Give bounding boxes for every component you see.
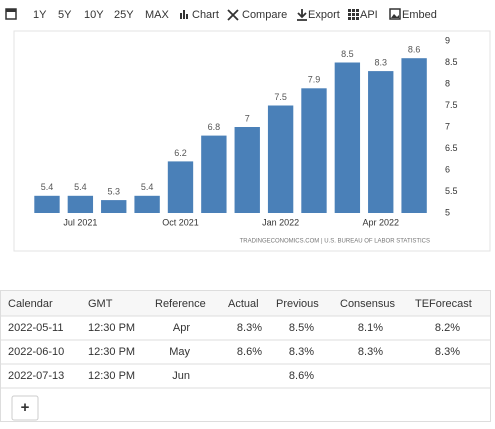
y-tick-label: 7 xyxy=(445,121,450,131)
table-cell: Jun xyxy=(172,370,190,382)
table-cell: 8.3% xyxy=(435,346,460,358)
y-tick-label: 6 xyxy=(445,164,450,174)
y-tick-label: 8 xyxy=(445,78,450,88)
table-cell: 8.3% xyxy=(289,346,314,358)
value-label: 8.5 xyxy=(341,49,354,59)
value-label: 8.6 xyxy=(408,45,421,55)
table-cell: 2022-05-11 xyxy=(8,322,63,334)
table-cell: 8.3% xyxy=(358,346,383,358)
y-tick-label: 6.5 xyxy=(445,143,458,153)
chart-icon xyxy=(186,14,188,19)
chart-icon xyxy=(183,10,185,19)
table-cell: 8.1% xyxy=(358,322,383,334)
bar xyxy=(401,58,427,214)
y-tick-label: 7.5 xyxy=(445,100,458,110)
calendar-icon-top xyxy=(6,9,16,12)
bar xyxy=(267,105,294,213)
y-tick-label: 9 xyxy=(445,35,450,45)
bar xyxy=(234,127,260,213)
table-header: Consensus xyxy=(340,298,396,310)
value-label: 5.4 xyxy=(74,182,87,192)
y-tick-label: 5 xyxy=(445,207,450,217)
value-label: 5.4 xyxy=(41,182,54,192)
table-cell: 2022-06-10 xyxy=(8,346,64,358)
compare-icon xyxy=(227,9,239,21)
table-header: Actual xyxy=(228,298,259,310)
x-tick-label: Oct 2021 xyxy=(162,217,199,227)
y-tick-label: 8.5 xyxy=(445,57,458,67)
bar xyxy=(134,195,160,213)
bar xyxy=(334,62,361,213)
value-label: 6.2 xyxy=(174,148,187,158)
toolbar-icons xyxy=(5,8,401,21)
toolbar-button[interactable]: Chart xyxy=(192,9,219,21)
table-cell: 12:30 PM xyxy=(88,346,135,358)
value-label: 5.4 xyxy=(141,182,154,192)
x-tick-label: Apr 2022 xyxy=(362,217,399,227)
x-tick-label: Jul 2021 xyxy=(63,217,97,227)
bar xyxy=(67,195,94,213)
table-cell: 8.5% xyxy=(289,322,314,334)
table-cell: 12:30 PM xyxy=(88,322,135,334)
bar xyxy=(301,88,327,213)
table-cell: Apr xyxy=(173,322,190,334)
toolbar-button[interactable]: Export xyxy=(308,9,340,21)
embed-icon-image xyxy=(391,14,399,18)
table-cell: May xyxy=(169,346,190,358)
bar xyxy=(167,161,194,213)
value-label: 6.8 xyxy=(208,122,221,132)
toolbar-button[interactable]: 25Y xyxy=(114,9,134,21)
table-cell: 2022-07-13 xyxy=(8,370,64,382)
add-button[interactable] xyxy=(11,395,39,421)
bar xyxy=(101,200,127,213)
table-header: Calendar xyxy=(8,298,53,310)
toolbar-button[interactable]: 10Y xyxy=(84,9,104,21)
table-header-bg xyxy=(1,291,490,316)
add-button-label[interactable]: + xyxy=(21,399,30,416)
table-header: TEForecast xyxy=(415,298,472,310)
value-label: 7.9 xyxy=(308,75,321,85)
x-tick-label: Jan 2022 xyxy=(262,217,299,227)
value-label: 7.5 xyxy=(274,92,287,102)
table-header: Reference xyxy=(155,298,206,310)
table-cell: 8.6% xyxy=(237,346,262,358)
export-icon xyxy=(297,9,307,21)
y-tick-label: 5.5 xyxy=(445,186,458,196)
toolbar-button[interactable]: 5Y xyxy=(58,9,72,21)
table-cell: 12:30 PM xyxy=(88,370,135,382)
chart-source: TRADINGECONOMICS.COM | U.S. BUREAU OF LA… xyxy=(240,239,430,245)
bar xyxy=(201,135,227,213)
table-cell: 8.2% xyxy=(435,322,460,334)
value-label: 5.3 xyxy=(107,186,120,196)
bar xyxy=(368,71,394,213)
table-cell: 8.6% xyxy=(289,370,314,382)
toolbar-button[interactable]: API xyxy=(360,9,378,21)
table-cell: 8.3% xyxy=(237,322,262,334)
api-icon xyxy=(348,9,359,20)
toolbar-button[interactable]: MAX xyxy=(145,9,170,21)
table-header: GMT xyxy=(88,298,113,310)
chart-icon xyxy=(180,13,182,19)
embed-icon xyxy=(389,8,401,20)
toolbar-button[interactable]: Embed xyxy=(402,9,437,21)
toolbar-button[interactable]: 1Y xyxy=(33,9,47,21)
value-label: 7 xyxy=(245,113,250,123)
toolbar-button[interactable]: Compare xyxy=(242,9,287,21)
value-label: 8.3 xyxy=(374,57,387,67)
table-header: Previous xyxy=(276,298,319,310)
bar xyxy=(34,195,60,213)
